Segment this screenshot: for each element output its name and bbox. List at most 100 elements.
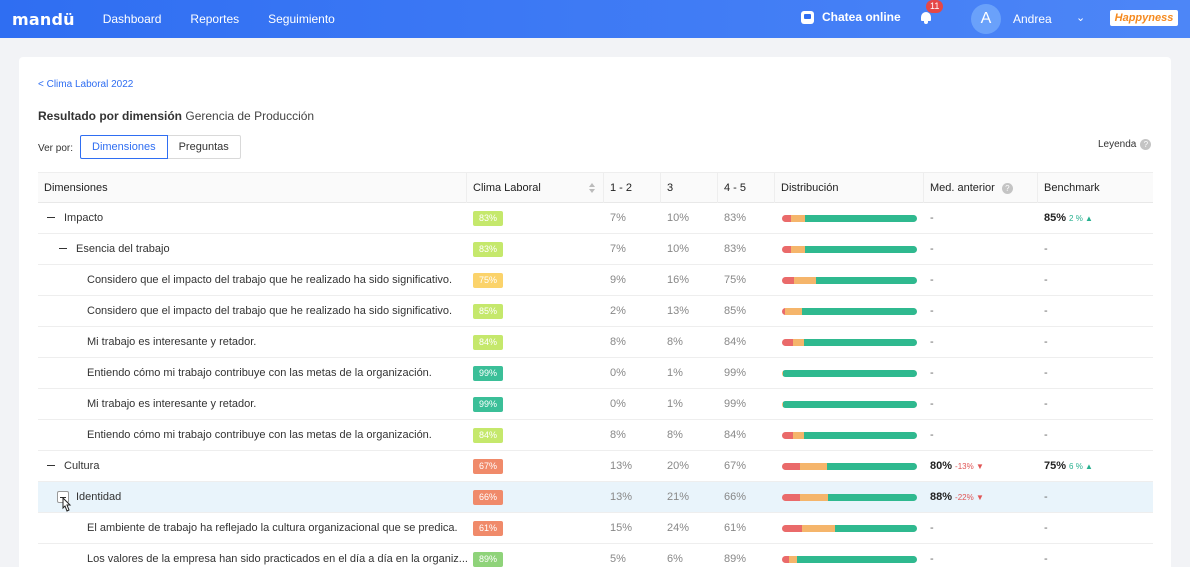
table-row[interactable]: Impacto 83% 7% 10% 83% - 85% 2 % ▲ (38, 203, 1153, 234)
nav-dashboard[interactable]: Dashboard (102, 12, 162, 26)
dist-low (782, 246, 792, 253)
chevron-down-icon[interactable]: ⌄ (1076, 12, 1086, 24)
table-row[interactable]: Mi trabajo es interesante y retador. 84% 8… (38, 327, 1153, 358)
dist-low (782, 525, 803, 532)
dist-low (782, 308, 785, 315)
help-icon[interactable]: ? (1140, 139, 1152, 150)
sort-icon[interactable] (589, 183, 595, 193)
nav-seguimiento[interactable]: Seguimiento (268, 12, 335, 26)
dist-mid (792, 339, 804, 346)
top-navbar: mandü Dashboard Reportes Seguimiento Cha… (0, 0, 1190, 38)
dist-high (796, 556, 917, 563)
pct-1-2: 7% (610, 243, 626, 255)
header-clima-laboral[interactable]: Clima Laboral (466, 173, 603, 203)
pct-4-5: 85% (724, 305, 747, 317)
pct-1-2: 8% (610, 336, 626, 348)
table-row[interactable]: Identidad 66% 13% 21% 66% 88% -22% ▼ - (38, 482, 1153, 513)
pct-3: 8% (667, 429, 683, 441)
pct-4-5: 84% (724, 429, 747, 441)
help-icon[interactable]: ? (1001, 183, 1013, 194)
table-row[interactable]: Los valores de la empresa han sido pract… (38, 544, 1153, 567)
table-row[interactable]: Considero que el impacto del trabajo que… (38, 265, 1153, 296)
pct-1-2: 0% (610, 398, 626, 410)
dist-mid (799, 463, 827, 470)
benchmark-value: - (1044, 274, 1048, 286)
benchmark: - (1044, 265, 1048, 295)
pct-4-5: 83% (724, 243, 747, 255)
table-row[interactable]: Entiendo cómo mi trabajo contribuye con … (38, 358, 1153, 389)
benchmark-value: 75% (1044, 460, 1067, 472)
table-row[interactable]: Considero que el impacto del trabajo que… (38, 296, 1153, 327)
med-anterior: - (930, 389, 934, 419)
distribution-bar (782, 525, 917, 532)
dist-high (804, 215, 917, 222)
bell-icon[interactable] (920, 10, 932, 24)
med-anterior-value: 88% (930, 491, 953, 503)
avatar[interactable]: A (971, 4, 1001, 34)
dist-low (782, 277, 795, 284)
collapse-icon[interactable] (47, 465, 55, 466)
dist-high (804, 246, 917, 253)
breadcrumb-back-link[interactable]: < Clima Laboral 2022 (38, 79, 134, 90)
pct-4-5: 66% (724, 491, 747, 503)
dist-high (783, 370, 917, 377)
view-dimensiones-button[interactable]: Dimensiones (80, 135, 168, 159)
dist-mid (791, 215, 805, 222)
mandu-logo[interactable]: mandü (12, 9, 75, 29)
table-row[interactable]: Esencia del trabajo 83% 7% 10% 83% - - (38, 234, 1153, 265)
benchmark-value: - (1044, 491, 1048, 503)
clima-score-badge: 67% (473, 459, 503, 474)
dist-high (815, 277, 917, 284)
dist-low (782, 556, 789, 563)
view-preguntas-button[interactable]: Preguntas (167, 135, 241, 159)
benchmark: - (1044, 296, 1048, 326)
med-anterior-value: - (930, 429, 934, 441)
benchmark: - (1044, 327, 1048, 357)
table-row[interactable]: Entiendo cómo mi trabajo contribuye con … (38, 420, 1153, 451)
user-name[interactable]: Andrea (1013, 12, 1052, 26)
clima-score-badge: 85% (473, 304, 503, 319)
main-nav: Dashboard Reportes Seguimiento (103, 12, 364, 26)
collapse-icon[interactable] (59, 248, 67, 249)
med-anterior-value: - (930, 367, 934, 379)
benchmark: - (1044, 513, 1048, 543)
med-anterior-value: - (930, 553, 934, 565)
collapse-icon[interactable] (47, 217, 55, 218)
med-anterior: - (930, 203, 934, 233)
pct-3: 13% (667, 305, 690, 317)
distribution-bar (782, 432, 917, 439)
header-4-5: 4 - 5 (717, 173, 774, 203)
med-anterior-value: - (930, 336, 934, 348)
pct-1-2: 2% (610, 305, 626, 317)
dist-low (782, 339, 793, 346)
pct-3: 16% (667, 274, 690, 286)
pct-4-5: 99% (724, 367, 747, 379)
distribution-bar (782, 401, 917, 408)
table-row[interactable]: El ambiente de trabajo ha reflejado la c… (38, 513, 1153, 544)
chat-online-button[interactable]: Chatea online (801, 10, 901, 24)
med-delta: -13% ▼ (955, 462, 984, 471)
dimension-name: Mi trabajo es interesante y retador. (87, 398, 257, 410)
happyness-brand-logo[interactable]: Happyness (1110, 10, 1178, 26)
clima-score-badge: 61% (473, 521, 503, 536)
dimension-name: Cultura (64, 460, 100, 472)
med-anterior-value: - (930, 274, 934, 286)
table-row[interactable]: Mi trabajo es interesante y retador. 99% 0… (38, 389, 1153, 420)
dist-low (782, 215, 792, 222)
dimension-name: Esencia del trabajo (76, 243, 170, 255)
distribution-bar (782, 308, 917, 315)
clima-score-badge: 83% (473, 211, 503, 226)
dist-low (782, 494, 800, 501)
table-body: Impacto 83% 7% 10% 83% -85% 2 % ▲ Esencia del … (38, 203, 1153, 567)
benchmark-value: - (1044, 553, 1048, 565)
benchmark: - (1044, 234, 1048, 264)
clima-score-badge: 99% (473, 397, 503, 412)
pct-4-5: 89% (724, 553, 747, 565)
dimensions-table: Dimensiones Clima Laboral 1 - 2 3 4 - 5 … (38, 172, 1153, 567)
clima-score-badge: 99% (473, 366, 503, 381)
legend-link[interactable]: Leyenda ? (1098, 139, 1152, 150)
table-header: Dimensiones Clima Laboral 1 - 2 3 4 - 5 … (38, 172, 1153, 203)
nav-reportes[interactable]: Reportes (190, 12, 240, 26)
dist-mid (802, 525, 835, 532)
table-row[interactable]: Cultura 67% 13% 20% 67% 80% -13% ▼ 75% 6 % ▲ (38, 451, 1153, 482)
